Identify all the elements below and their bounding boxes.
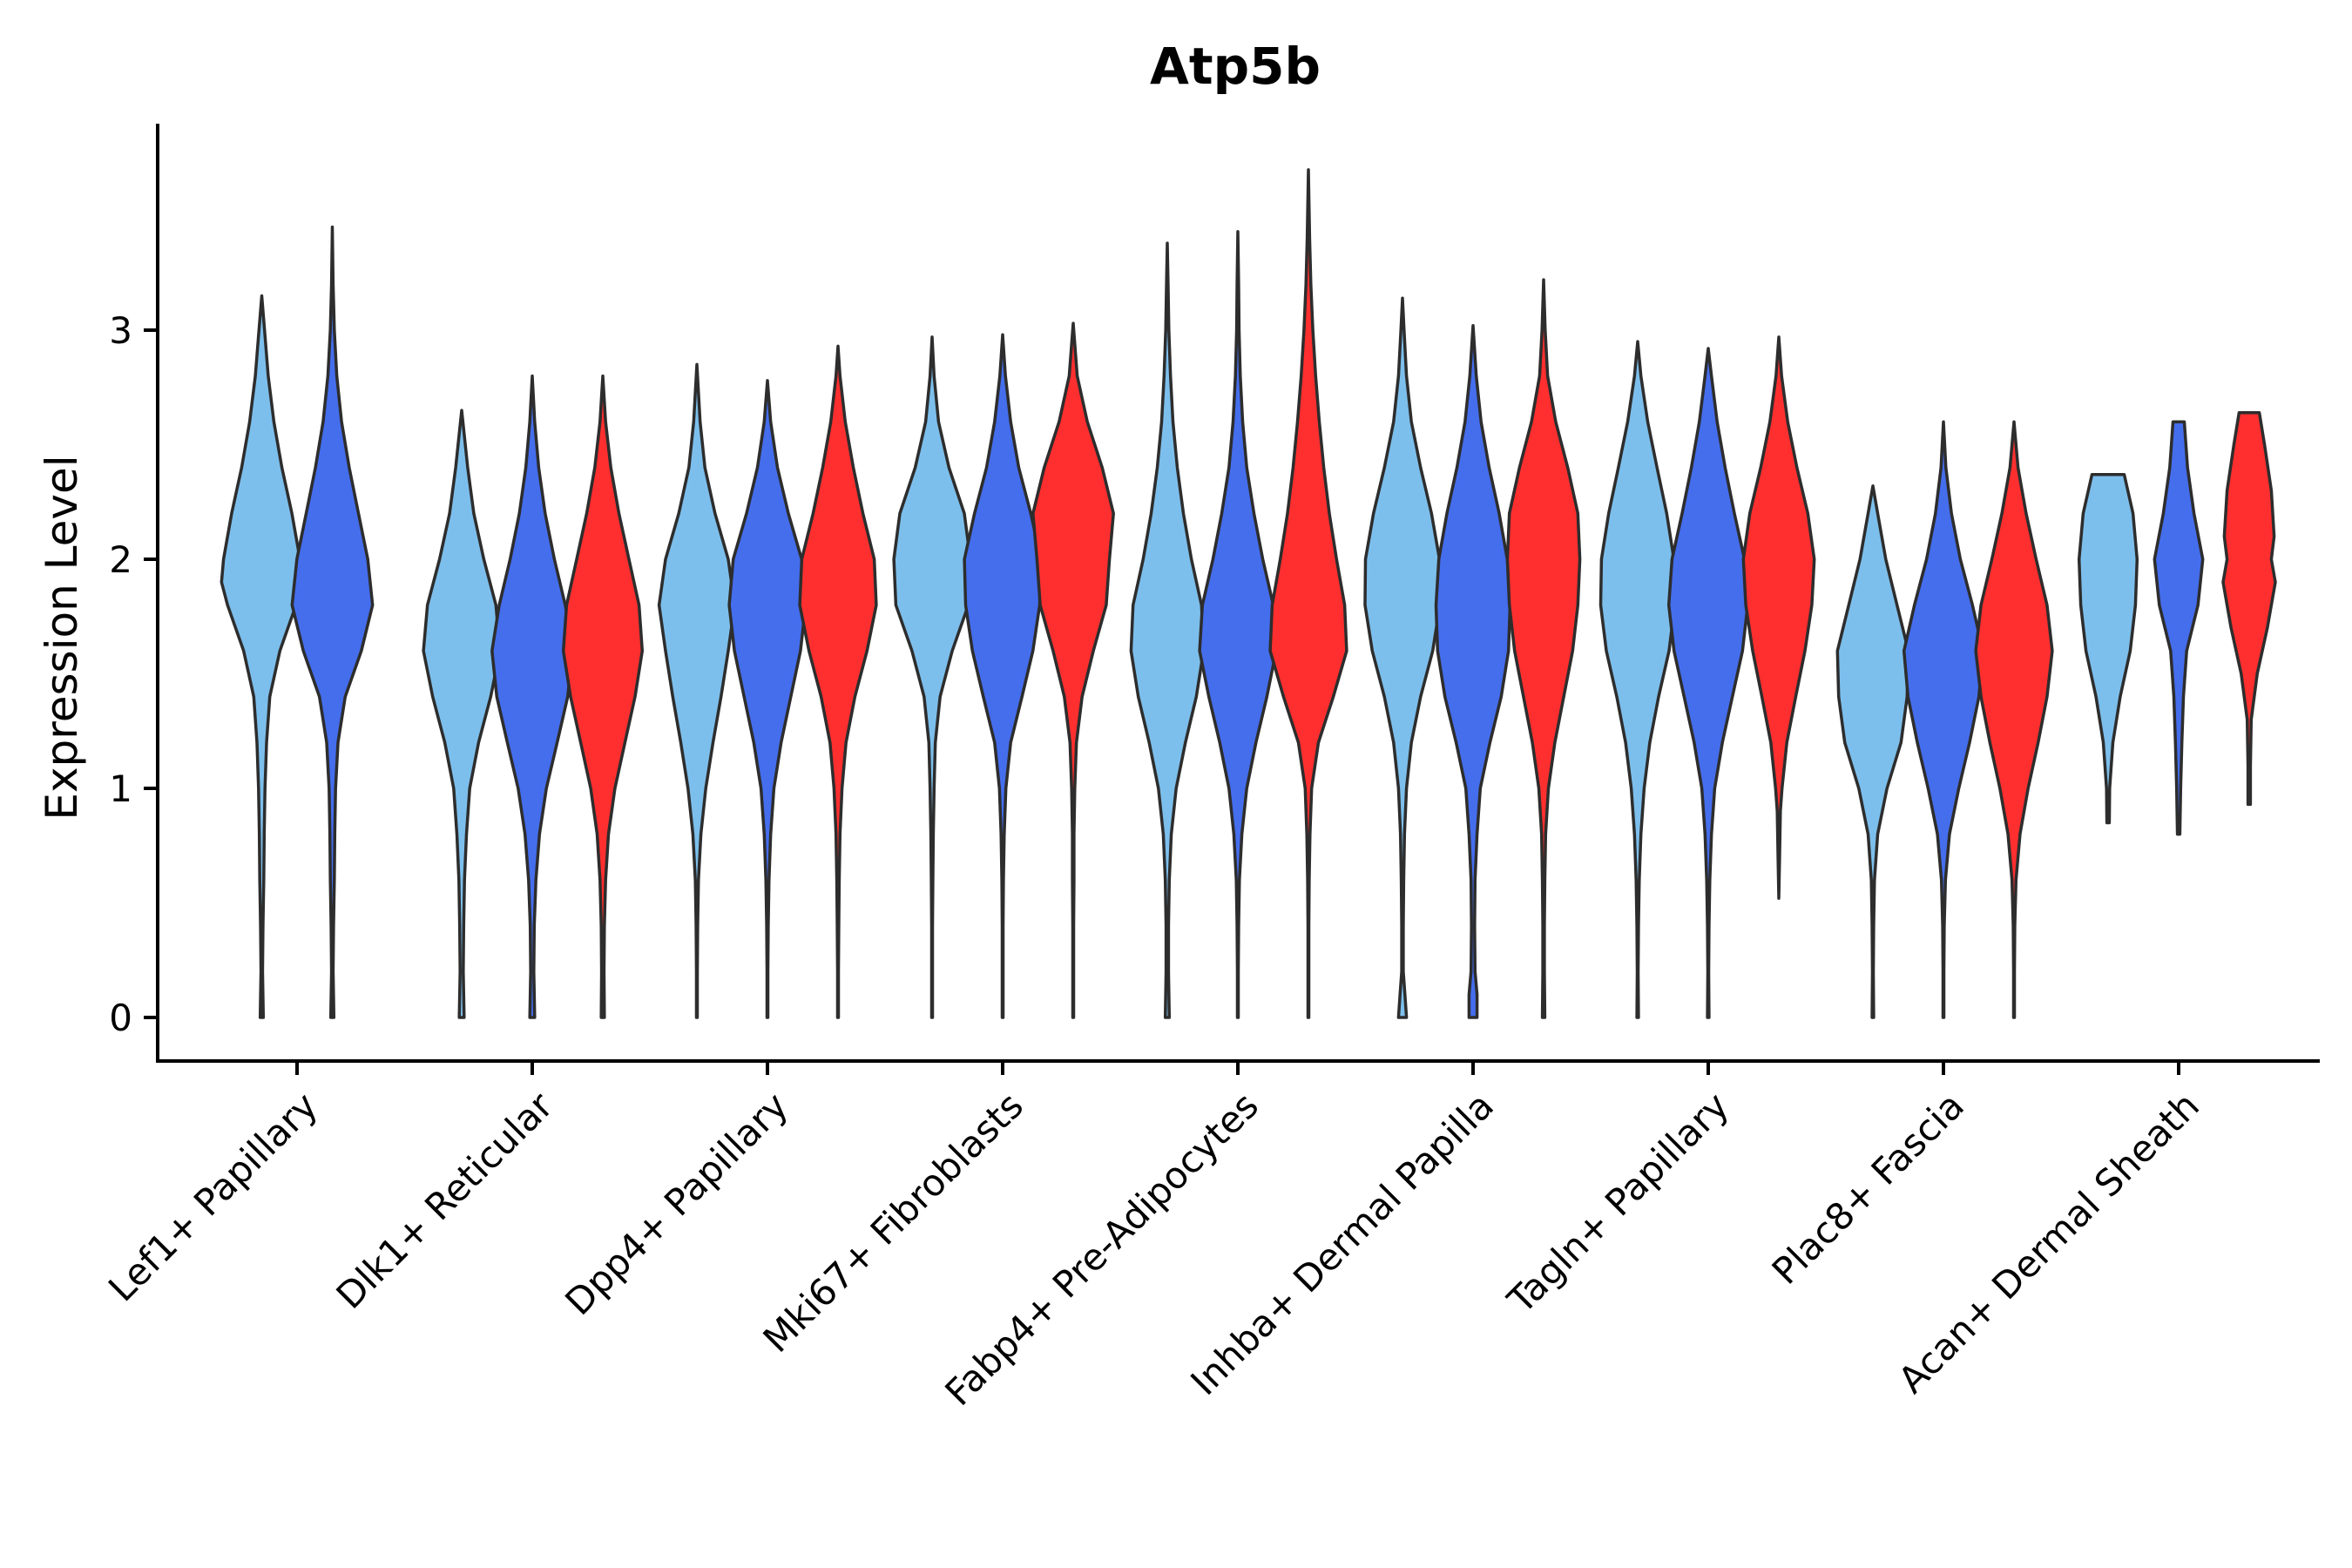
violin-5-2 <box>1198 230 1278 1019</box>
y-tick-label: 3 <box>109 309 132 352</box>
violin-1-1 <box>220 294 304 1019</box>
violin-3-3 <box>798 344 878 1019</box>
violin-7-2 <box>1666 347 1750 1019</box>
violin-2-2 <box>490 374 574 1019</box>
violin-7-1 <box>1598 340 1677 1019</box>
y-axis-label: Expression Level <box>37 455 87 820</box>
violin-9-2 <box>2153 420 2205 836</box>
violin-3-1 <box>657 362 737 1019</box>
violin-6-1 <box>1363 296 1442 1019</box>
violin-4-1 <box>892 335 972 1019</box>
chart-title: Atp5b <box>1150 37 1321 96</box>
violin-6-3 <box>1505 278 1582 1019</box>
violin-8-1 <box>1835 484 1910 1019</box>
violin-2-1 <box>422 409 502 1019</box>
violin-4-3 <box>1031 321 1115 1019</box>
violin-4-2 <box>963 333 1043 1019</box>
violin-3-2 <box>727 379 808 1019</box>
violin-7-3 <box>1741 335 1816 900</box>
violin-8-3 <box>1974 420 2054 1019</box>
violin-layer <box>220 168 2277 1019</box>
violin-9-1 <box>2077 472 2139 825</box>
y-tick-label: 2 <box>109 538 132 581</box>
violin-5-3 <box>1268 168 1348 1019</box>
violin-9-3 <box>2221 410 2277 807</box>
y-tick-label: 1 <box>109 767 132 810</box>
violin-5-1 <box>1129 241 1206 1019</box>
y-axis-ticks: 0 1 2 3 <box>109 309 158 1039</box>
violin-8-2 <box>1902 420 1985 1019</box>
violin-1-2 <box>290 225 375 1019</box>
y-tick-label: 0 <box>109 997 132 1039</box>
violin-2-3 <box>561 374 645 1019</box>
violin-6-2 <box>1434 323 1512 1019</box>
